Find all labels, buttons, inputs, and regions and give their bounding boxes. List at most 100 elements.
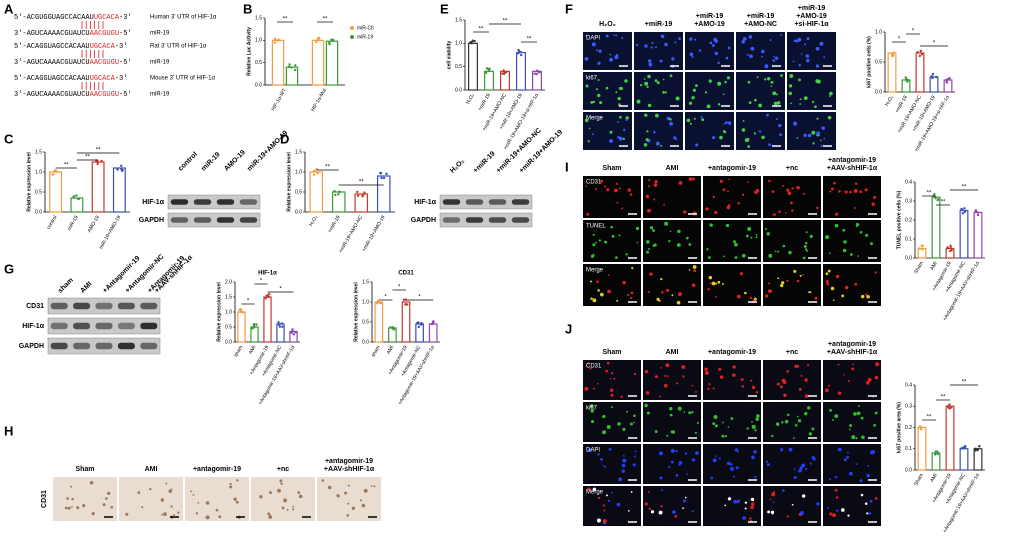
band <box>140 322 158 330</box>
cell <box>825 272 829 276</box>
dot <box>316 172 319 175</box>
cell <box>713 415 718 419</box>
bar <box>112 167 126 213</box>
cell <box>870 450 875 455</box>
cell <box>755 233 758 236</box>
cell <box>608 448 612 451</box>
micrograph <box>583 176 641 218</box>
band <box>442 217 461 223</box>
dot <box>382 176 386 180</box>
cell <box>829 95 831 97</box>
cell <box>615 256 618 259</box>
dot <box>380 176 383 180</box>
dot <box>273 41 277 44</box>
cell <box>645 391 650 395</box>
y-tick-label: 1.5 <box>295 149 302 155</box>
cell <box>733 499 737 504</box>
dot <box>391 326 395 329</box>
cell <box>782 184 785 187</box>
blot-label: HIF-1α <box>414 199 437 206</box>
cell <box>718 457 721 460</box>
cell <box>622 280 626 285</box>
cell <box>778 210 781 213</box>
dot <box>363 191 366 194</box>
micrograph <box>703 176 761 218</box>
cell <box>663 203 665 206</box>
cell <box>628 509 630 512</box>
dot <box>533 72 536 75</box>
cell <box>730 466 734 471</box>
sequence: 5'-ACAGGUAGCCACAAUUGCACA-3' <box>14 75 127 83</box>
row-label: Merge <box>586 268 604 274</box>
cell <box>798 469 802 473</box>
cell <box>804 412 808 416</box>
cell <box>736 294 741 299</box>
cell <box>811 427 815 431</box>
cell <box>347 502 350 505</box>
dot <box>404 298 407 301</box>
cell <box>650 510 655 514</box>
cell <box>779 283 784 288</box>
sequence-part: -3' <box>115 43 128 51</box>
cell <box>835 274 840 279</box>
dot <box>120 164 123 167</box>
cell <box>671 57 675 61</box>
y-tick-label: 0.5 <box>35 189 42 195</box>
dot <box>312 170 316 173</box>
legend-label: miR-Ctl <box>357 25 374 31</box>
cell <box>827 115 832 120</box>
cell <box>805 231 808 234</box>
dot <box>288 63 291 66</box>
cell <box>595 241 597 244</box>
cell <box>654 375 658 379</box>
sequence-name: Rat 3' UTR of HIF-1α <box>150 44 207 50</box>
cell <box>627 293 630 297</box>
cell <box>662 78 665 81</box>
cell <box>718 367 722 371</box>
cell <box>647 74 651 79</box>
cell <box>806 37 810 41</box>
row-label: ki67 <box>586 406 598 412</box>
cell <box>779 133 783 137</box>
cell <box>587 448 592 453</box>
cell <box>660 367 662 369</box>
cell <box>835 496 839 499</box>
x-tick-label: H₂O₂ <box>884 95 895 108</box>
cell <box>768 282 771 285</box>
cell <box>588 127 591 130</box>
band <box>465 199 484 205</box>
band <box>488 217 507 223</box>
cell <box>855 463 858 466</box>
cell <box>635 43 639 47</box>
cell <box>609 377 612 380</box>
cell <box>602 430 607 435</box>
cell <box>793 39 797 43</box>
cell <box>607 274 610 276</box>
cell <box>267 512 271 516</box>
sequence-part: -5' <box>119 91 132 99</box>
dot <box>331 39 334 42</box>
cell <box>347 484 350 487</box>
cell <box>737 202 740 205</box>
cell <box>611 491 613 494</box>
cell <box>617 422 621 426</box>
cell <box>688 177 693 181</box>
cell <box>747 80 751 84</box>
micrograph <box>643 264 701 306</box>
column-label: Sham <box>602 349 621 356</box>
cell <box>711 281 716 286</box>
cell <box>861 435 865 440</box>
cell <box>792 60 795 63</box>
cell <box>707 288 710 291</box>
cell <box>744 291 747 295</box>
cell <box>806 249 809 252</box>
cell <box>602 465 605 467</box>
dot <box>278 325 282 328</box>
bar <box>354 193 369 213</box>
cell <box>650 46 653 49</box>
cell <box>659 451 663 456</box>
cell <box>704 371 709 376</box>
cell <box>832 418 835 421</box>
cell <box>728 178 730 181</box>
cell <box>163 512 167 516</box>
